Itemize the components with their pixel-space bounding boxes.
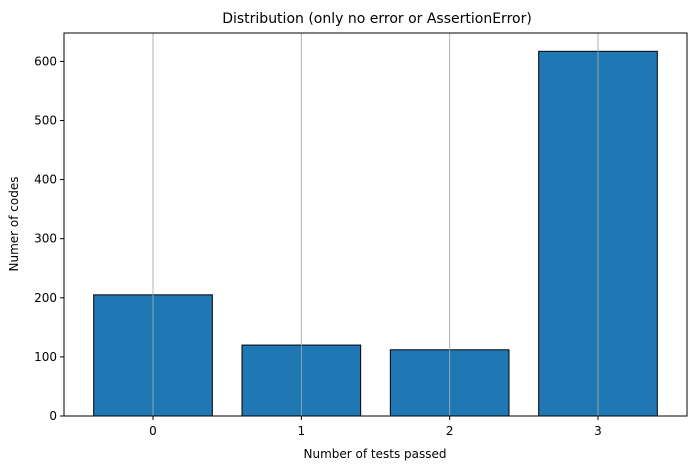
chart-title: Distribution (only no error or Assertion… — [222, 11, 532, 27]
x-tick-label: 2 — [446, 424, 454, 438]
y-tick-label: 500 — [34, 113, 57, 127]
bars — [93, 33, 658, 417]
x-tick-label: 3 — [594, 424, 602, 438]
plot-frame — [63, 32, 688, 417]
y-tick-label: 200 — [34, 291, 57, 305]
x-tick-label: 1 — [298, 424, 306, 438]
x-axis-label: Number of tests passed — [304, 447, 447, 461]
y-tick-label: 300 — [34, 232, 57, 246]
x-axis-ticks: 0 1 2 3 — [149, 416, 602, 438]
y-tick-label: 600 — [34, 54, 57, 68]
x-tick-label: 0 — [149, 424, 157, 438]
y-axis-ticks: 0 100 200 300 400 500 600 — [34, 54, 64, 423]
y-tick-label: 100 — [34, 350, 57, 364]
y-axis-label: Numer of codes — [7, 177, 21, 272]
y-tick-label: 0 — [49, 409, 57, 423]
y-tick-label: 400 — [34, 173, 57, 187]
